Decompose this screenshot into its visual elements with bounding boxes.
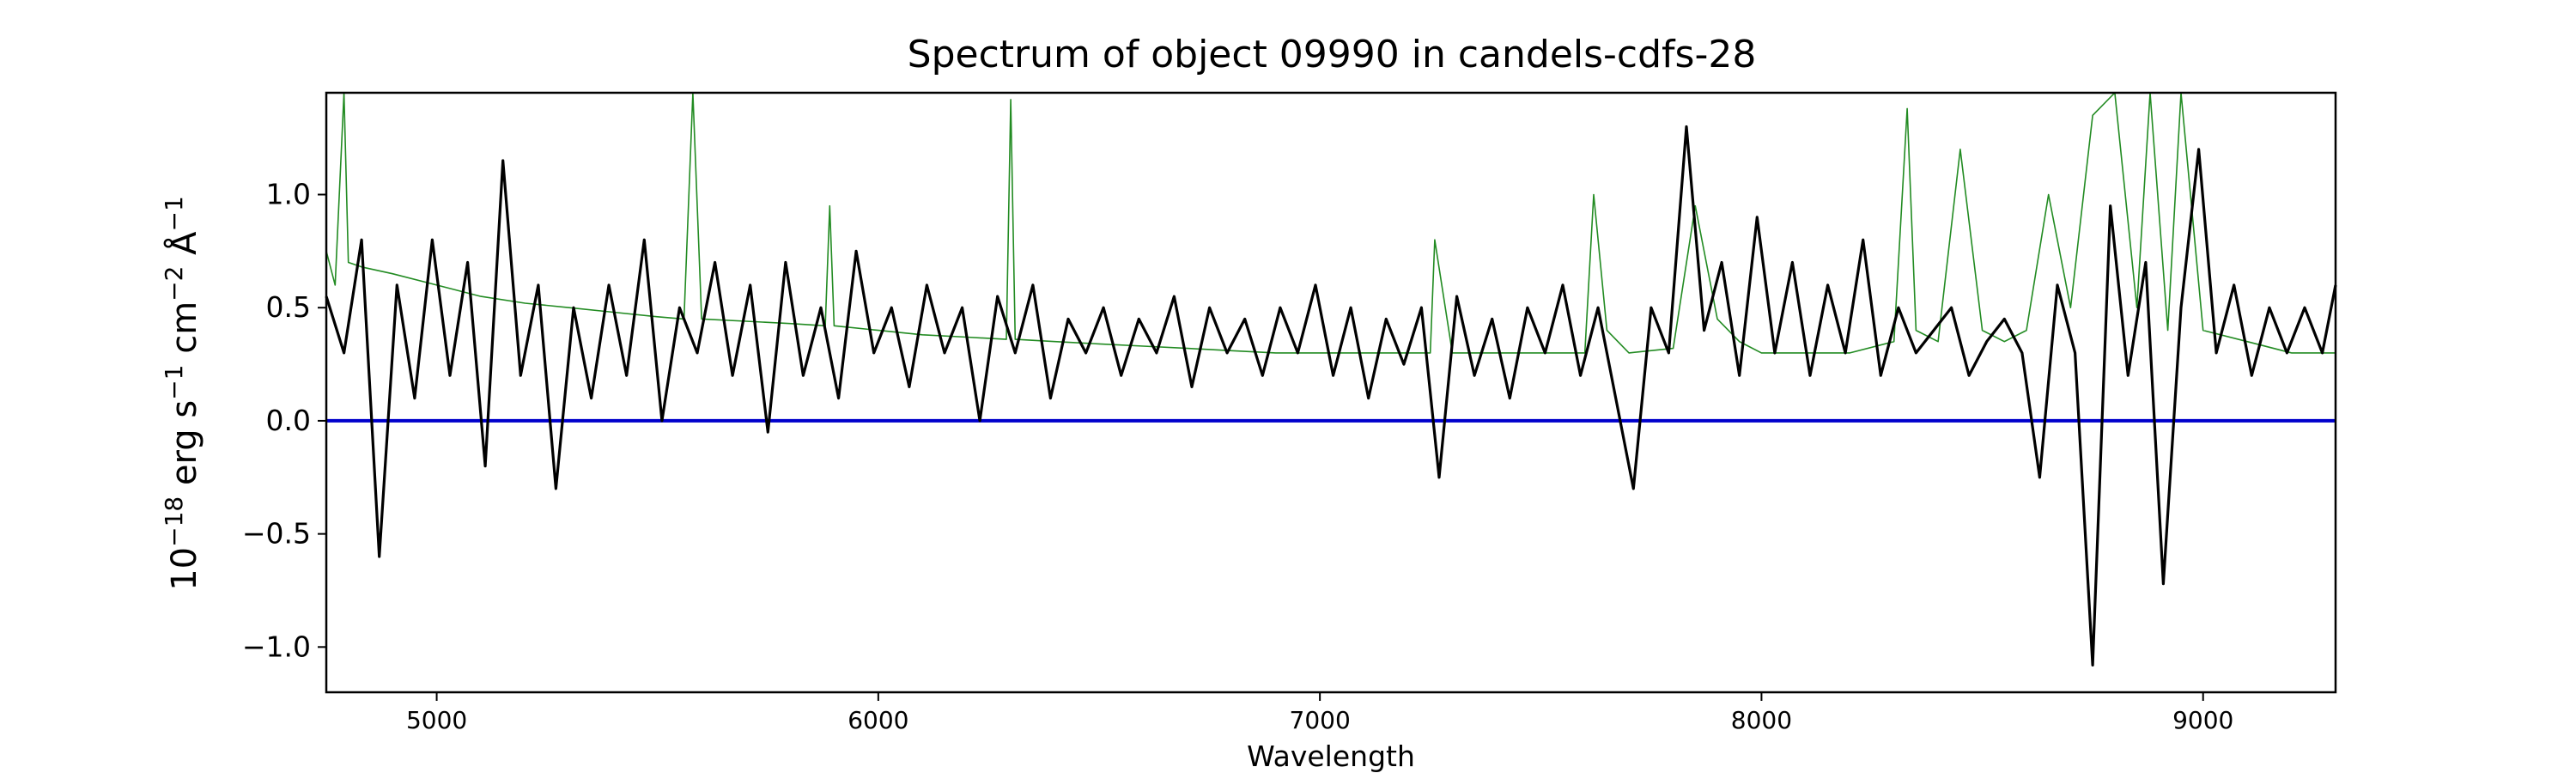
error-spectrum-line — [325, 92, 2336, 354]
y-label-exp4: −1 — [160, 196, 188, 231]
x-axis: 5000 6000 7000 8000 9000 — [406, 692, 2233, 734]
y-label-unit2: cm — [165, 301, 204, 365]
y-axis-label: 10−18 erg s−1 cm−2 Å−1 — [160, 196, 204, 591]
y-label-exp1: −18 — [160, 496, 188, 547]
y-tick-label: 0.5 — [266, 290, 311, 324]
x-axis-label: Wavelength — [1247, 740, 1415, 773]
plot-area-frame — [325, 91, 2337, 694]
flux-spectrum-line — [325, 125, 2337, 667]
error-series — [325, 92, 2336, 354]
y-label-exp2: −1 — [160, 365, 188, 400]
x-tick-label: 9000 — [2172, 706, 2233, 734]
x-tick-label: 5000 — [406, 706, 467, 734]
y-label-unit1: erg s — [165, 400, 204, 496]
x-tick-label: 7000 — [1290, 706, 1351, 734]
y-tick-label: −0.5 — [242, 517, 311, 551]
x-tick-label: 6000 — [848, 706, 908, 734]
y-tick-label: −1.0 — [242, 630, 311, 663]
y-label-base: 10 — [165, 547, 204, 591]
flux-series — [325, 125, 2337, 667]
y-tick-label: 1.0 — [266, 178, 311, 211]
y-axis: −1.0 −0.5 0.0 0.5 1.0 — [242, 178, 326, 663]
chart-title: Spectrum of object 09990 in candels-cdfs… — [908, 33, 1757, 76]
y-tick-label: 0.0 — [266, 404, 311, 437]
y-label-exp3: −2 — [160, 266, 188, 301]
y-label-unit3: Å — [163, 231, 204, 266]
x-tick-label: 8000 — [1731, 706, 1792, 734]
